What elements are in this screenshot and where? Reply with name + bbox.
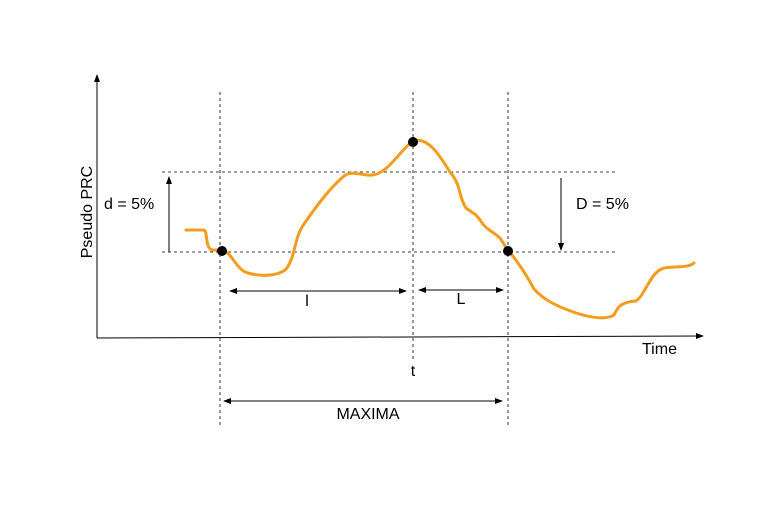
right-crossing-point (503, 246, 513, 256)
d-label: d = 5% (104, 196, 154, 213)
D-label: D = 5% (576, 196, 629, 213)
left-crossing-point (217, 246, 227, 256)
x-axis-label: Time (642, 341, 677, 358)
y-axis-label: Pseudo PRC (79, 166, 96, 259)
pseudo-prc-curve (184, 138, 696, 320)
x-axis (96, 333, 704, 340)
peak-point (408, 137, 418, 147)
t-label: t (411, 363, 416, 380)
L-label: L (457, 291, 466, 308)
l-label: l (305, 293, 309, 310)
maxima-label: MAXIMA (336, 406, 399, 423)
